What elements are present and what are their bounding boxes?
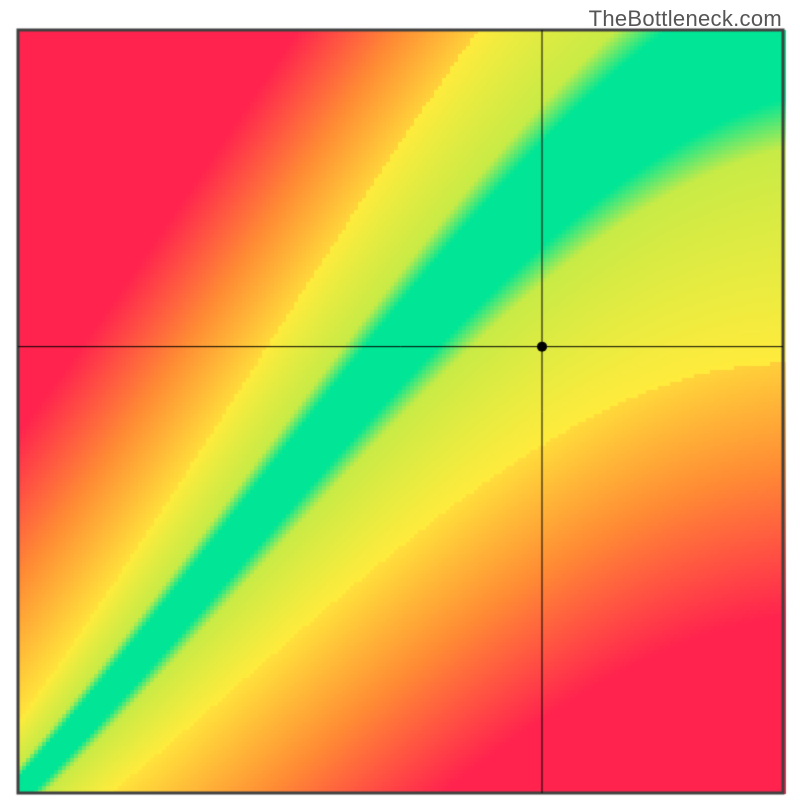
watermark-text: TheBottleneck.com [589,6,782,32]
bottleneck-heatmap [0,0,800,800]
chart-container: TheBottleneck.com [0,0,800,800]
